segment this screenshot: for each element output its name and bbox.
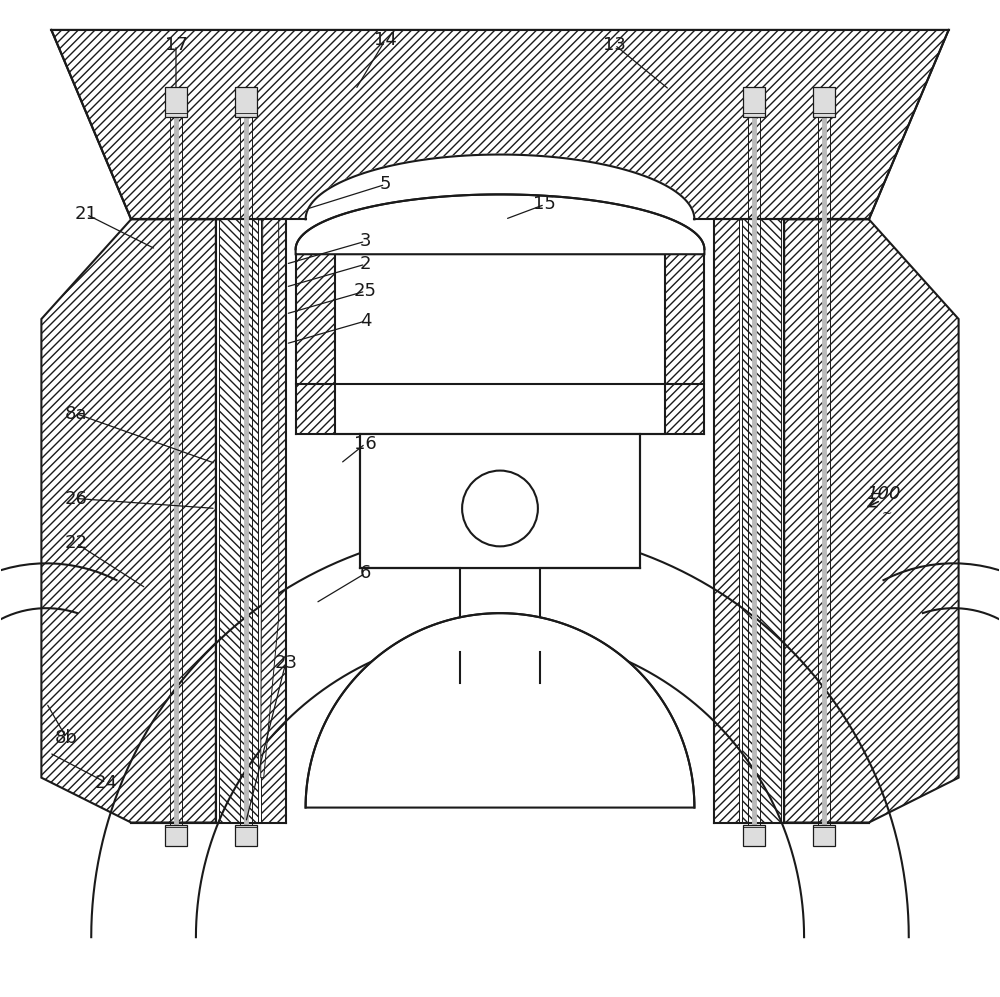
FancyBboxPatch shape — [743, 87, 765, 117]
Polygon shape — [219, 219, 258, 823]
Text: 5: 5 — [380, 175, 391, 193]
Polygon shape — [360, 434, 640, 568]
Polygon shape — [665, 254, 704, 434]
Text: 13: 13 — [603, 36, 626, 54]
Text: 2: 2 — [360, 255, 371, 273]
Text: 23: 23 — [274, 654, 297, 672]
FancyBboxPatch shape — [165, 87, 187, 117]
Text: 25: 25 — [354, 282, 377, 300]
Text: 24: 24 — [95, 774, 118, 792]
FancyBboxPatch shape — [165, 825, 187, 846]
Polygon shape — [41, 219, 216, 823]
FancyBboxPatch shape — [235, 87, 257, 117]
Polygon shape — [306, 613, 694, 808]
Polygon shape — [335, 254, 665, 434]
Polygon shape — [301, 155, 699, 219]
Text: ~: ~ — [882, 506, 892, 519]
Text: 8b: 8b — [55, 729, 78, 747]
Circle shape — [462, 471, 538, 546]
Polygon shape — [261, 219, 279, 778]
Text: 15: 15 — [533, 195, 556, 213]
FancyBboxPatch shape — [743, 825, 765, 846]
Text: 26: 26 — [65, 490, 88, 507]
FancyBboxPatch shape — [235, 825, 257, 846]
Text: 100: 100 — [867, 485, 901, 502]
Polygon shape — [714, 219, 739, 823]
Polygon shape — [784, 219, 869, 823]
Polygon shape — [286, 219, 714, 823]
Text: 21: 21 — [75, 205, 98, 223]
FancyBboxPatch shape — [813, 825, 835, 846]
Polygon shape — [784, 219, 959, 823]
Polygon shape — [742, 219, 781, 823]
Text: 14: 14 — [374, 31, 397, 49]
Text: 8a: 8a — [65, 405, 88, 423]
Polygon shape — [296, 194, 704, 254]
Text: 4: 4 — [360, 312, 371, 330]
FancyBboxPatch shape — [813, 87, 835, 117]
Polygon shape — [131, 219, 216, 823]
Polygon shape — [460, 568, 540, 683]
Text: 16: 16 — [354, 435, 377, 453]
Polygon shape — [261, 219, 286, 823]
Polygon shape — [51, 30, 949, 219]
Text: 6: 6 — [360, 564, 371, 582]
Text: 17: 17 — [165, 36, 187, 54]
Text: 22: 22 — [65, 534, 88, 552]
Text: 3: 3 — [360, 232, 371, 250]
Polygon shape — [296, 254, 335, 434]
